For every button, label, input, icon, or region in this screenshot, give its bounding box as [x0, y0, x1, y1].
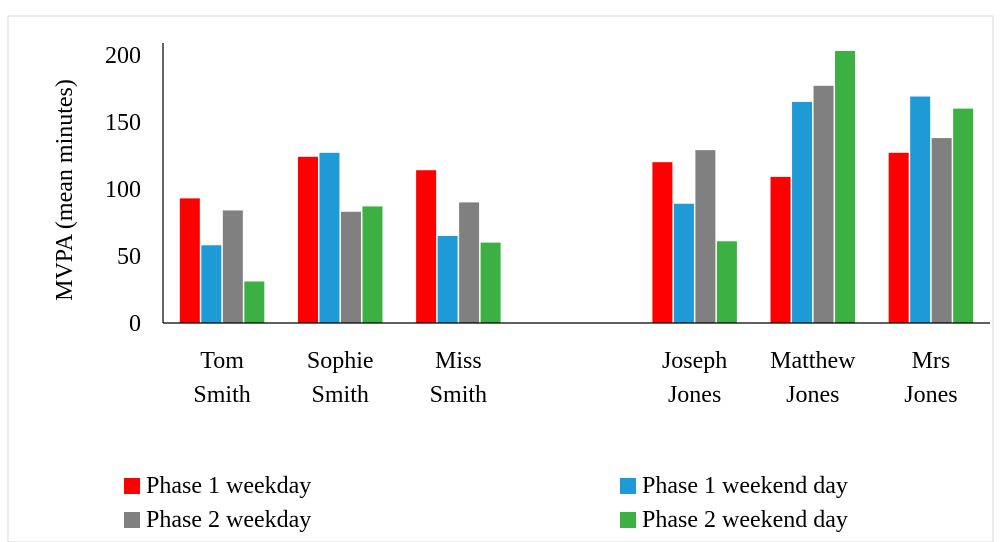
bar-phase-1-weekday [888, 152, 909, 323]
bar-phase-2-weekend-day [362, 206, 383, 323]
x-tick-label: Tom [200, 348, 244, 374]
y-axis-label: MVPA (mean minutes) [52, 79, 78, 301]
bar-phase-2-weekend-day [835, 50, 856, 323]
x-tick-label: Sophie [307, 348, 374, 374]
bar-phase-1-weekend-day [673, 203, 694, 323]
bar-phase-1-weekend-day [319, 152, 340, 323]
bar-phase-1-weekday [297, 156, 318, 323]
bar-phase-2-weekday [813, 85, 834, 323]
x-tick-label: Joseph [662, 348, 727, 374]
legend-swatch [124, 512, 140, 528]
bar-phase-1-weekday [652, 162, 673, 323]
y-tick-label: 150 [105, 110, 141, 136]
legend-swatch [620, 512, 636, 528]
x-tick-label: Mrs [912, 348, 951, 374]
bar-phase-2-weekend-day [716, 241, 737, 323]
bar-phase-2-weekend-day [480, 242, 501, 323]
legend-label: Phase 2 weekend day [642, 507, 848, 533]
y-tick-label: 50 [117, 244, 141, 270]
bar-phase-1-weekday [179, 198, 200, 323]
x-tick-label: Matthew [770, 348, 856, 374]
bar-phase-1-weekend-day [792, 101, 813, 324]
x-tick-label: Smith [193, 382, 250, 408]
x-tick-label: Smith [430, 382, 487, 408]
legend-label: Phase 1 weekday [146, 473, 311, 499]
bar-phase-2-weekday [340, 211, 361, 323]
y-tick-label: 200 [105, 43, 141, 69]
legend-label: Phase 2 weekday [146, 507, 311, 533]
y-tick-label: 100 [105, 177, 141, 203]
bar-phase-1-weekend-day [437, 235, 458, 323]
bar-phase-2-weekday [459, 202, 480, 323]
bar-phase-2-weekday [695, 150, 716, 323]
x-tick-label: Miss [435, 348, 482, 374]
x-tick-label: Jones [668, 382, 721, 408]
bar-phase-2-weekday [931, 138, 952, 323]
chart-border [7, 15, 994, 542]
legend-swatch [620, 478, 636, 494]
bar-phase-1-weekday [770, 176, 791, 323]
legend-label: Phase 1 weekend day [642, 473, 848, 499]
bar-phase-2-weekend-day [244, 281, 265, 323]
bar-phase-2-weekday [222, 210, 243, 323]
x-tick-label: Jones [904, 382, 957, 408]
x-tick-label: Jones [786, 382, 839, 408]
y-tick-label: 0 [129, 311, 141, 337]
bar-phase-1-weekend-day [201, 245, 222, 323]
bar-phase-2-weekend-day [953, 108, 974, 323]
bar-phase-1-weekday [416, 170, 437, 323]
x-tick-label: Smith [312, 382, 369, 408]
legend-swatch [124, 478, 140, 494]
bar-phase-1-weekend-day [910, 96, 931, 323]
